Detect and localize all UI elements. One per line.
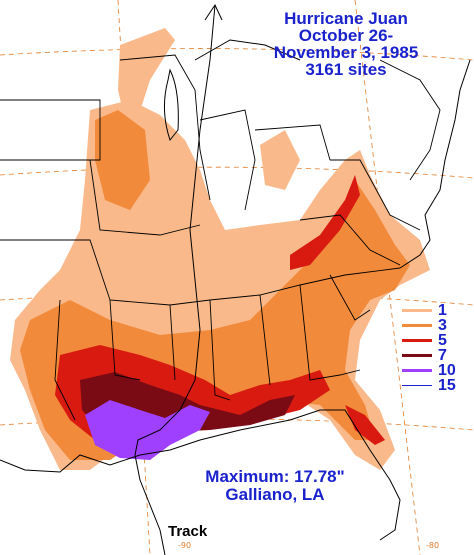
legend-item: 1: [402, 302, 472, 319]
legend-item: 3: [402, 317, 472, 334]
legend-label: 3: [438, 317, 447, 334]
coastline: [0, 39, 471, 541]
legend-item: 15: [402, 377, 472, 394]
legend-item: 5: [402, 332, 472, 349]
legend-label: 10: [438, 362, 456, 379]
maximum-location: Galliano, LA: [225, 485, 325, 504]
longitude-label-left: -90: [178, 541, 192, 550]
longitude-label-right: -80: [426, 541, 440, 550]
legend-swatch: [402, 369, 432, 372]
maximum-value: Maximum: 17.78": [205, 467, 345, 486]
title-line-2: October 26-: [298, 26, 394, 45]
legend-label: 5: [438, 332, 447, 349]
legend-label: 7: [438, 347, 447, 364]
title-line-4: 3161 sites: [305, 60, 387, 79]
legend: 1 3 5 7 10 15: [402, 302, 472, 394]
hurricane-track: [134, 3, 223, 555]
map-title: Hurricane Juan October 26- November 3, 1…: [246, 10, 446, 78]
title-line-3: November 3, 1985: [273, 43, 419, 62]
legend-item: 7: [402, 347, 472, 364]
legend-swatch: [402, 385, 432, 386]
state-borders: [0, 54, 441, 421]
legend-label: 1: [438, 302, 447, 319]
track-label: Track: [168, 523, 208, 540]
legend-swatch: [402, 354, 432, 357]
rainfall-contour-10in: [85, 400, 210, 460]
title-line-1: Hurricane Juan: [284, 9, 408, 28]
legend-swatch: [402, 324, 432, 327]
maximum-annotation: Maximum: 17.78" Galliano, LA: [175, 468, 375, 504]
legend-swatch: [402, 309, 432, 312]
legend-item: 10: [402, 362, 472, 379]
legend-label: 15: [438, 377, 456, 394]
legend-swatch: [402, 339, 432, 342]
